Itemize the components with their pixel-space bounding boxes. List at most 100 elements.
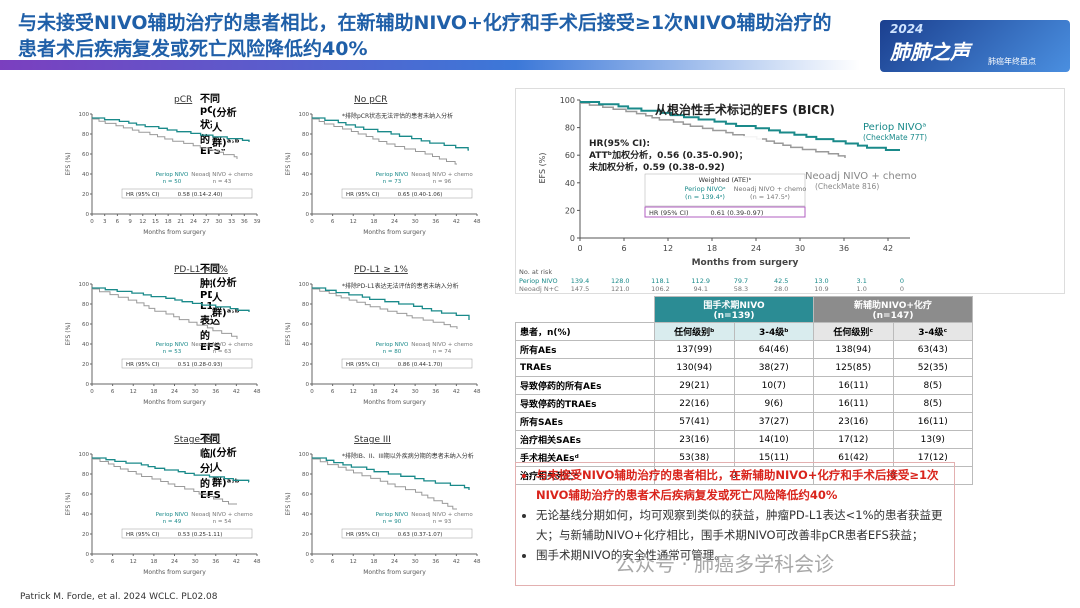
x-tick-label: 30 xyxy=(192,559,199,565)
x-tick-label: 48 xyxy=(474,559,481,565)
x-tick-label: 48 xyxy=(474,389,481,395)
box-n2: (n = 147.5ᵃ) xyxy=(750,193,790,201)
hr-box xyxy=(121,528,253,539)
hr-text: ATTᵇ加权分析，0.56 (0.35-0.90)； xyxy=(589,149,748,161)
table-row: 所有SAEs 57(41) 37(27) 23(16) 16(11) xyxy=(515,412,973,431)
y-tick-label: 0 xyxy=(570,234,575,243)
cell: 63(43) xyxy=(892,340,973,359)
cell: 0 xyxy=(813,466,973,485)
x-tick-label: 30 xyxy=(412,389,419,395)
at-risk-value: 79.7 xyxy=(734,277,748,285)
x-tick-label: 36 xyxy=(212,559,219,565)
legend-arm2: Neoadj NIVO + chemo xyxy=(191,512,253,518)
column-header: 患者，n(%) xyxy=(515,322,655,341)
y-tick-label: 0 xyxy=(86,552,90,558)
y-label: EFS (%) xyxy=(285,322,292,345)
x-label: Months from surgery xyxy=(143,399,206,406)
y-tick-label: 100 xyxy=(79,112,90,118)
panel-note: *排除PD-L1表达无法评估的患者未纳入分析 xyxy=(342,282,459,290)
y-tick-label: 80 xyxy=(302,302,309,308)
legend-n1: n = 50 xyxy=(163,179,182,185)
y-label: EFS (%) xyxy=(65,322,72,345)
hr-value: 0.51 (0.28-0.93) xyxy=(178,362,223,368)
panel-title: pCR xyxy=(174,95,192,105)
x-label: Months from surgery xyxy=(692,258,799,268)
x-tick-label: 24 xyxy=(391,559,398,565)
panel-note: *排除pCR状态无法评估的患者未纳入分析 xyxy=(342,112,453,120)
x-tick-label: 12 xyxy=(663,244,673,253)
at-risk-value: 28.0 xyxy=(774,285,788,293)
x-tick-label: 6 xyxy=(116,219,120,225)
y-tick-label: 20 xyxy=(302,532,309,538)
at-risk-label: No. at risk xyxy=(519,268,552,276)
x-tick-label: 18 xyxy=(370,389,377,395)
cell: 8(5) xyxy=(892,394,973,413)
at-risk-value: 58.3 xyxy=(734,285,748,293)
cell: 125(85) xyxy=(813,358,894,377)
subgroup-chart: Stage III *排除IB、II、III期以外疾病分期的患者未纳入分析 EFS … xyxy=(285,435,481,576)
x-label: Months from surgery xyxy=(363,569,426,576)
legend-n1: n = 53 xyxy=(163,349,182,355)
y-tick-label: 20 xyxy=(82,362,89,368)
hr-box xyxy=(341,358,473,369)
x-tick-label: 12 xyxy=(350,389,357,395)
panel-title: No pCR xyxy=(354,95,387,105)
curve-periop xyxy=(312,457,470,490)
x-tick-label: 18 xyxy=(707,244,717,253)
hr-bg xyxy=(587,136,762,174)
box-hr: 0.61 (0.39-0.97) xyxy=(711,209,764,217)
x-label: Months from surgery xyxy=(143,229,206,236)
bullets: 与未接受NIVO辅助治疗的患者相比，在新辅助NIVO+化疗和手术后接受≥1次NI… xyxy=(520,465,950,565)
y-tick-label: 60 xyxy=(302,492,309,498)
box-arm2: Neoadj NIVO + chemo xyxy=(734,185,807,193)
legend-n2: n = 43 xyxy=(213,179,232,185)
at-risk-value: 42.5 xyxy=(774,277,788,285)
y-tick-label: 20 xyxy=(565,206,575,215)
cell: 所有AEs xyxy=(515,340,655,359)
bullet-box: 与未接受NIVO辅助治疗的患者相比，在新辅助NIVO+化疗和手术后接受≥1次NI… xyxy=(515,462,955,586)
group-header: 新辅助NIVO+化疗 (n=147) xyxy=(813,296,973,323)
hr-box xyxy=(121,188,253,199)
y-label: EFS (%) xyxy=(65,492,72,515)
group-header: 围手术期NIVO (n=139) xyxy=(654,296,814,323)
x-tick-label: 0 xyxy=(90,389,94,395)
x-tick-label: 24 xyxy=(171,559,178,565)
legend-arm1: Periop NIVO xyxy=(376,172,409,178)
y-tick-label: 40 xyxy=(565,179,575,188)
x-tick-label: 0 xyxy=(577,244,582,253)
hr-value: 0.86 (0.44-1.70) xyxy=(398,362,443,368)
panel-title: PD-L1 < 1% xyxy=(174,265,228,275)
column-header: 任何级别ᵇ xyxy=(654,322,735,341)
x-tick-label: 18 xyxy=(165,219,172,225)
bullet: 围手术期NIVO的安全性通常可管理。 xyxy=(536,545,950,565)
x-tick-label: 6 xyxy=(621,244,626,253)
x-tick-label: 12 xyxy=(350,559,357,565)
hr-value: 0.58 (0.14-2.40) xyxy=(178,192,223,198)
corner xyxy=(516,297,655,323)
cell: 130(94) xyxy=(654,358,735,377)
curve-comparator xyxy=(92,288,238,339)
cell: 37(27) xyxy=(733,412,814,431)
hr-text: HR(95% CI): xyxy=(589,139,650,149)
table-row: 患者，n(%) 任何级别ᵇ 3-4级ᵇ 任何级别ᶜ 3-4级ᶜ xyxy=(515,322,973,341)
legend-n1: n = 80 xyxy=(383,349,402,355)
cell: 治疗相关死亡ᵉ xyxy=(515,466,655,485)
y-tick-label: 40 xyxy=(302,512,309,518)
x-tick-label: 6 xyxy=(331,559,335,565)
at-risk-value: 0 xyxy=(900,277,904,285)
weighted-box xyxy=(644,173,806,207)
x-tick-label: 0 xyxy=(90,559,94,565)
table-row: 导致停药的TRAEs 22(16) 9(6) 16(11) 8(5) xyxy=(515,394,973,413)
table-row: 导致停药的所有AEs 29(21) 10(7) 16(11) 8(5) xyxy=(515,376,973,395)
x-tick-label: 42 xyxy=(453,389,460,395)
logo-name: 肺肺之声 xyxy=(890,40,970,64)
y-tick-label: 100 xyxy=(299,282,310,288)
x-tick-label: 12 xyxy=(139,219,146,225)
group-n: (n=147) xyxy=(872,311,914,321)
curve-periop xyxy=(580,101,900,151)
cell: 导致停药的TRAEs xyxy=(515,394,655,413)
cell: 17(12) xyxy=(813,430,894,449)
y-tick-label: 100 xyxy=(79,282,90,288)
hr-value: 0.53 (0.25-1.11) xyxy=(178,532,223,538)
